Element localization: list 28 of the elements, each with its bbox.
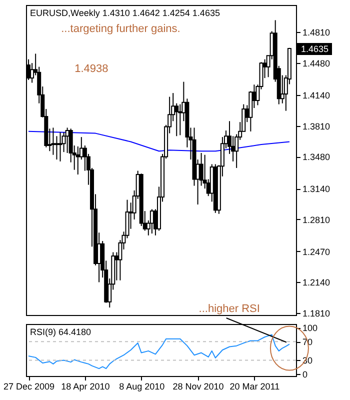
chart-title: EURUSD,Weekly 1.4310 1.4642 1.4254 1.4635 bbox=[30, 8, 220, 18]
chart-title: RSI(9) 64.4180 bbox=[30, 327, 92, 337]
y-tick-label: 0 bbox=[302, 370, 308, 380]
y-tick-label: 1.4140 bbox=[302, 90, 330, 100]
x-tick-label: 20 Mar 2011 bbox=[230, 382, 280, 392]
y-tick-label: 1.2810 bbox=[302, 214, 330, 225]
x-tick-label: 8 Aug 2010 bbox=[119, 382, 165, 392]
y-tick-label: 1.2470 bbox=[302, 246, 330, 257]
annotation: 1.4938 bbox=[74, 63, 108, 75]
annotation: ...targeting further gains. bbox=[61, 23, 180, 35]
candlestick bbox=[51, 127, 56, 156]
y-tick-label: 100 bbox=[302, 323, 318, 334]
y-tick-label: 1.3140 bbox=[302, 184, 330, 194]
y-tick-label: 1.3810 bbox=[302, 121, 330, 132]
x-tick-label: 28 Nov 2010 bbox=[172, 382, 224, 392]
y-tick-label: 1.3480 bbox=[302, 152, 330, 162]
candlestick bbox=[174, 102, 179, 137]
candlestick bbox=[54, 136, 59, 160]
candlestick bbox=[58, 132, 62, 162]
line-series bbox=[28, 130, 290, 152]
y-tick-label: 1.2140 bbox=[302, 278, 330, 288]
y-tick-label: 1.4810 bbox=[302, 28, 330, 38]
y-tick-label: 1.1810 bbox=[302, 308, 330, 319]
annotation: ...higher RSI bbox=[198, 303, 260, 315]
x-tick-label: 18 Apr 2010 bbox=[61, 382, 110, 392]
x-tick-label: 27 Dec 2009 bbox=[3, 382, 55, 392]
text: 1.4635 bbox=[301, 44, 329, 54]
y-tick-label: 1.4480 bbox=[302, 58, 330, 69]
